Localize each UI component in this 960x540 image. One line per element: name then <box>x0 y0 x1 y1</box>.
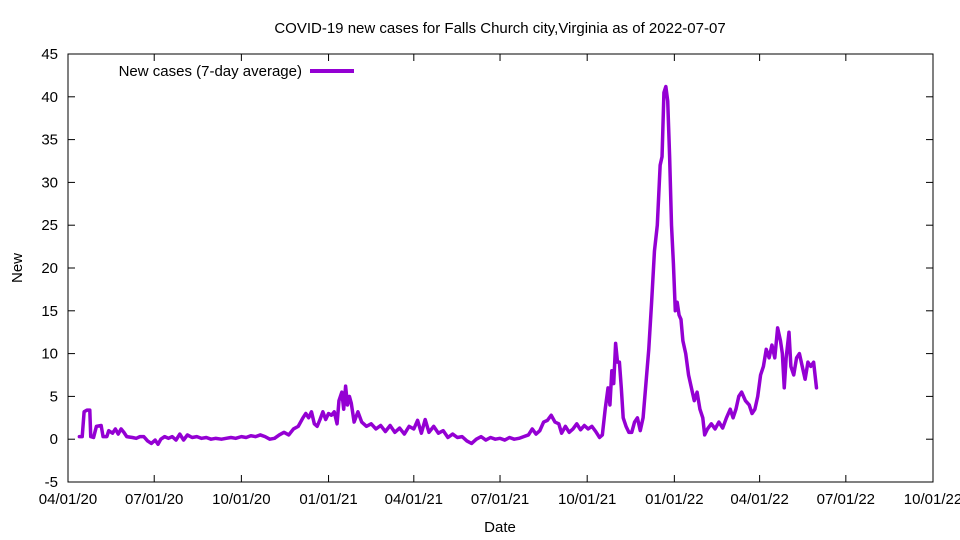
y-axis-label: New <box>9 253 26 283</box>
x-tick-label: 10/01/22 <box>904 491 960 508</box>
x-tick-label: 04/01/22 <box>730 491 788 508</box>
y-tick-label: 20 <box>41 260 58 277</box>
x-tick-label: 01/01/21 <box>299 491 357 508</box>
x-tick-label: 07/01/22 <box>817 491 875 508</box>
plot-frame <box>67 53 934 483</box>
x-axis-label: Date <box>484 519 516 536</box>
y-tick-label: 35 <box>41 132 58 149</box>
y-tick-label: 25 <box>41 217 58 234</box>
y-tick-label: -5 <box>45 474 58 491</box>
y-tick-label: 15 <box>41 303 58 320</box>
y-axis: -5 0 5 10 15 20 25 30 35 40 45 <box>41 46 933 491</box>
chart-title: COVID-19 new cases for Falls Church city… <box>274 20 725 37</box>
x-tick-label: 04/01/20 <box>39 491 97 508</box>
y-tick-label: 30 <box>41 174 58 191</box>
y-tick-label: 5 <box>50 388 58 405</box>
y-tick-label: 10 <box>41 346 58 363</box>
x-tick-label: 10/01/21 <box>558 491 616 508</box>
y-tick-label: 45 <box>41 46 58 63</box>
x-axis: 04/01/20 07/01/20 10/01/20 01/01/21 04/01/21… <box>39 54 960 508</box>
plot-border <box>67 53 934 483</box>
legend-label: New cases (7-day average) <box>119 63 302 80</box>
x-tick-label: 07/01/20 <box>125 491 183 508</box>
series-line-new-cases <box>77 84 819 447</box>
y-tick-label: 40 <box>41 89 58 106</box>
y-tick-label: 0 <box>50 431 58 448</box>
x-tick-label: 01/01/22 <box>645 491 703 508</box>
legend: New cases (7-day average) <box>119 63 354 80</box>
x-tick-label: 07/01/21 <box>471 491 529 508</box>
x-tick-label: 04/01/21 <box>385 491 443 508</box>
x-tick-label: 10/01/20 <box>212 491 270 508</box>
